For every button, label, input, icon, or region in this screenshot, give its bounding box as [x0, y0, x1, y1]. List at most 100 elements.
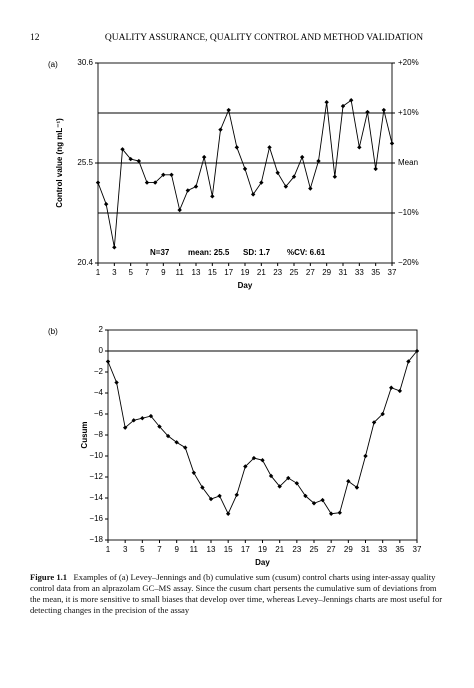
data-point	[169, 172, 174, 177]
data-point	[131, 418, 136, 423]
data-point	[105, 359, 111, 364]
x-tick-label: 25	[310, 545, 319, 554]
y-tick-label: −2	[94, 367, 104, 376]
x-tick-label: 3	[123, 545, 128, 554]
caption-label: Figure 1.1	[30, 572, 68, 582]
data-point	[103, 201, 109, 207]
x-tick-label: 1	[96, 268, 101, 277]
y-tick-label: −10	[89, 451, 103, 460]
data-point	[406, 359, 411, 364]
data-point	[283, 184, 289, 189]
x-tick-label: 3	[112, 268, 117, 277]
data-point	[354, 485, 360, 490]
data-point	[291, 174, 297, 179]
y-tick-label: −18	[89, 535, 103, 544]
x-tick-label: 17	[241, 545, 250, 554]
y2-tick-label: +20%	[398, 58, 419, 67]
data-line	[97, 99, 393, 248]
data-line	[107, 350, 418, 515]
data-point	[381, 107, 387, 113]
data-point	[208, 496, 214, 502]
y2-tick-label: Mean	[398, 158, 418, 167]
y-tick-label: 25.5	[77, 158, 93, 167]
y-tick-label: −8	[94, 430, 104, 439]
data-point	[365, 109, 370, 115]
data-point	[201, 154, 207, 160]
y-tick-label: 20.4	[77, 258, 93, 267]
y2-tick-label: −20%	[398, 258, 419, 267]
x-tick-label: 37	[413, 545, 422, 554]
data-point	[183, 445, 188, 450]
data-point	[328, 511, 334, 516]
data-point	[200, 485, 205, 490]
data-point	[120, 147, 125, 152]
data-point	[332, 174, 338, 179]
x-tick-label: 15	[224, 545, 233, 554]
data-point	[277, 484, 282, 489]
y-tick-label: −14	[89, 493, 103, 502]
x-tick-label: 19	[258, 545, 267, 554]
data-point	[210, 194, 215, 199]
x-tick-label: 27	[306, 268, 315, 277]
x-tick-label: 13	[192, 268, 201, 277]
y-tick-label: −6	[94, 409, 104, 418]
x-tick-label: 27	[327, 545, 336, 554]
data-point	[174, 440, 179, 445]
x-tick-label: 31	[339, 268, 348, 277]
data-point	[165, 433, 171, 439]
x-tick-label: 9	[161, 268, 166, 277]
y-tick-label: 0	[99, 346, 104, 355]
caption: Figure 1.1 Examples of (a) Levey–Jenning…	[30, 572, 444, 616]
data-point	[260, 458, 265, 463]
y2-tick-label: +10%	[398, 108, 419, 117]
data-point	[380, 411, 385, 417]
x-tick-label: 1	[106, 545, 111, 554]
data-point	[128, 156, 133, 162]
x-tick-label: 35	[371, 268, 380, 277]
x-tick-label: 15	[208, 268, 217, 277]
x-tick-label: 9	[174, 545, 179, 554]
data-point	[112, 245, 117, 250]
x-tick-label: 31	[361, 545, 370, 554]
data-point	[337, 510, 342, 515]
annotation: mean: 25.5	[188, 248, 230, 257]
data-point	[348, 98, 354, 103]
x-tick-label: 13	[207, 545, 216, 554]
x-tick-label: 11	[176, 268, 185, 277]
data-point	[316, 158, 321, 164]
annotation: %CV: 6.61	[287, 248, 326, 257]
data-point	[346, 479, 351, 484]
running-title: QUALITY ASSURANCE, QUALITY CONTROL AND M…	[105, 33, 423, 43]
data-point	[397, 388, 403, 394]
x-tick-label: 35	[395, 545, 404, 554]
y-axis-label: Control value (ng mL⁻¹)	[55, 118, 64, 208]
y-tick-label: −12	[89, 472, 103, 481]
data-point	[234, 145, 240, 150]
data-point	[177, 207, 182, 213]
data-point	[193, 184, 199, 189]
x-tick-label: 5	[140, 545, 145, 554]
data-point	[140, 416, 145, 421]
data-point	[267, 145, 272, 150]
data-point	[114, 380, 119, 385]
data-point	[414, 348, 420, 354]
data-point	[259, 180, 264, 185]
data-point	[286, 475, 291, 481]
x-axis-label: Day	[255, 558, 270, 567]
x-tick-label: 29	[344, 545, 353, 554]
page-number: 12	[30, 33, 40, 43]
x-tick-label: 33	[378, 545, 387, 554]
panel-label: (a)	[48, 60, 58, 69]
x-tick-label: 7	[157, 545, 162, 554]
data-point	[157, 424, 162, 429]
x-tick-label: 33	[355, 268, 364, 277]
x-tick-label: 23	[292, 545, 301, 554]
x-tick-label: 37	[388, 268, 397, 277]
x-tick-label: 25	[290, 268, 299, 277]
x-tick-label: 23	[273, 268, 282, 277]
caption-text: Examples of (a) Levey–Jennings and (b) c…	[30, 572, 443, 615]
data-point	[299, 154, 305, 160]
x-tick-label: 21	[257, 268, 266, 277]
